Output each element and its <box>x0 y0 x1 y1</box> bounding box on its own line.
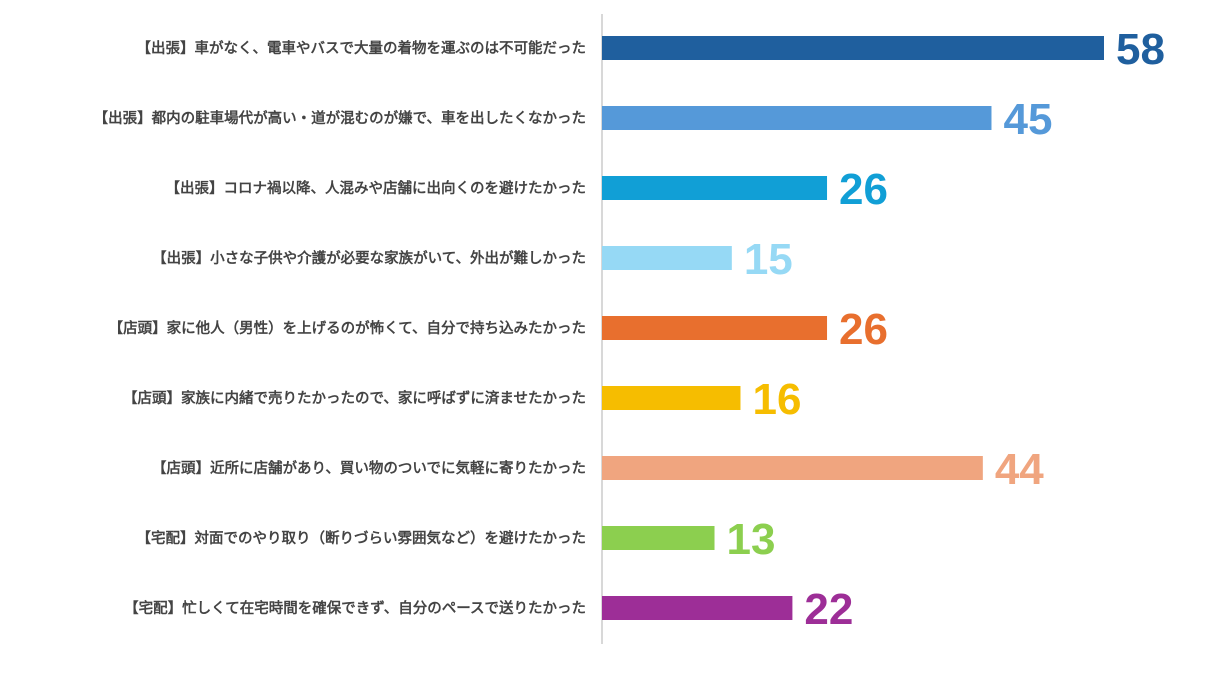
value-label: 45 <box>1003 95 1052 144</box>
bar <box>602 596 793 620</box>
category-label: 【店頭】家に他人（男性）を上げるのが怖くて、自分で持ち込みたかった <box>109 319 586 337</box>
value-label: 15 <box>744 235 793 284</box>
category-label: 【出張】都内の駐車場代が高い・道が混むのが嫌で、車を出したくなかった <box>94 109 586 127</box>
value-label: 26 <box>839 165 888 214</box>
category-label: 【出張】小さな子供や介護が必要な家族がいて、外出が難しかった <box>152 249 586 267</box>
value-label: 13 <box>727 515 776 564</box>
value-label: 44 <box>995 445 1044 494</box>
category-label: 【宅配】対面でのやり取り（断りづらい雰囲気など）を避けたかった <box>137 529 587 547</box>
value-label: 58 <box>1116 25 1165 74</box>
category-label: 【出張】車がなく、電車やバスで大量の着物を運ぶのは不可能だった <box>137 39 587 57</box>
bars-group: 【出張】車がなく、電車やバスで大量の着物を運ぶのは不可能だった 58 【出張】都内の… <box>94 25 1165 634</box>
bar <box>602 316 828 340</box>
bar <box>602 456 983 480</box>
category-label: 【出張】コロナ禍以降、人混みや店舗に出向くのを避けたかった <box>166 179 587 197</box>
bar <box>602 386 741 410</box>
category-label: 【店頭】近所に店舗があり、買い物のついでに気軽に寄りたかった <box>152 459 586 477</box>
bar <box>602 526 715 550</box>
category-label: 【店頭】家族に内緒で売りたかったので、家に呼ばずに済ませたかった <box>123 389 586 407</box>
category-label: 【宅配】忙しくて在宅時間を確保できず、自分のペースで送りたかった <box>124 599 586 617</box>
value-label: 26 <box>839 305 888 354</box>
bar <box>602 36 1104 60</box>
value-label: 22 <box>804 585 853 634</box>
bar <box>602 246 732 270</box>
value-label: 16 <box>752 375 801 424</box>
bar <box>602 176 828 200</box>
bar <box>602 106 992 130</box>
